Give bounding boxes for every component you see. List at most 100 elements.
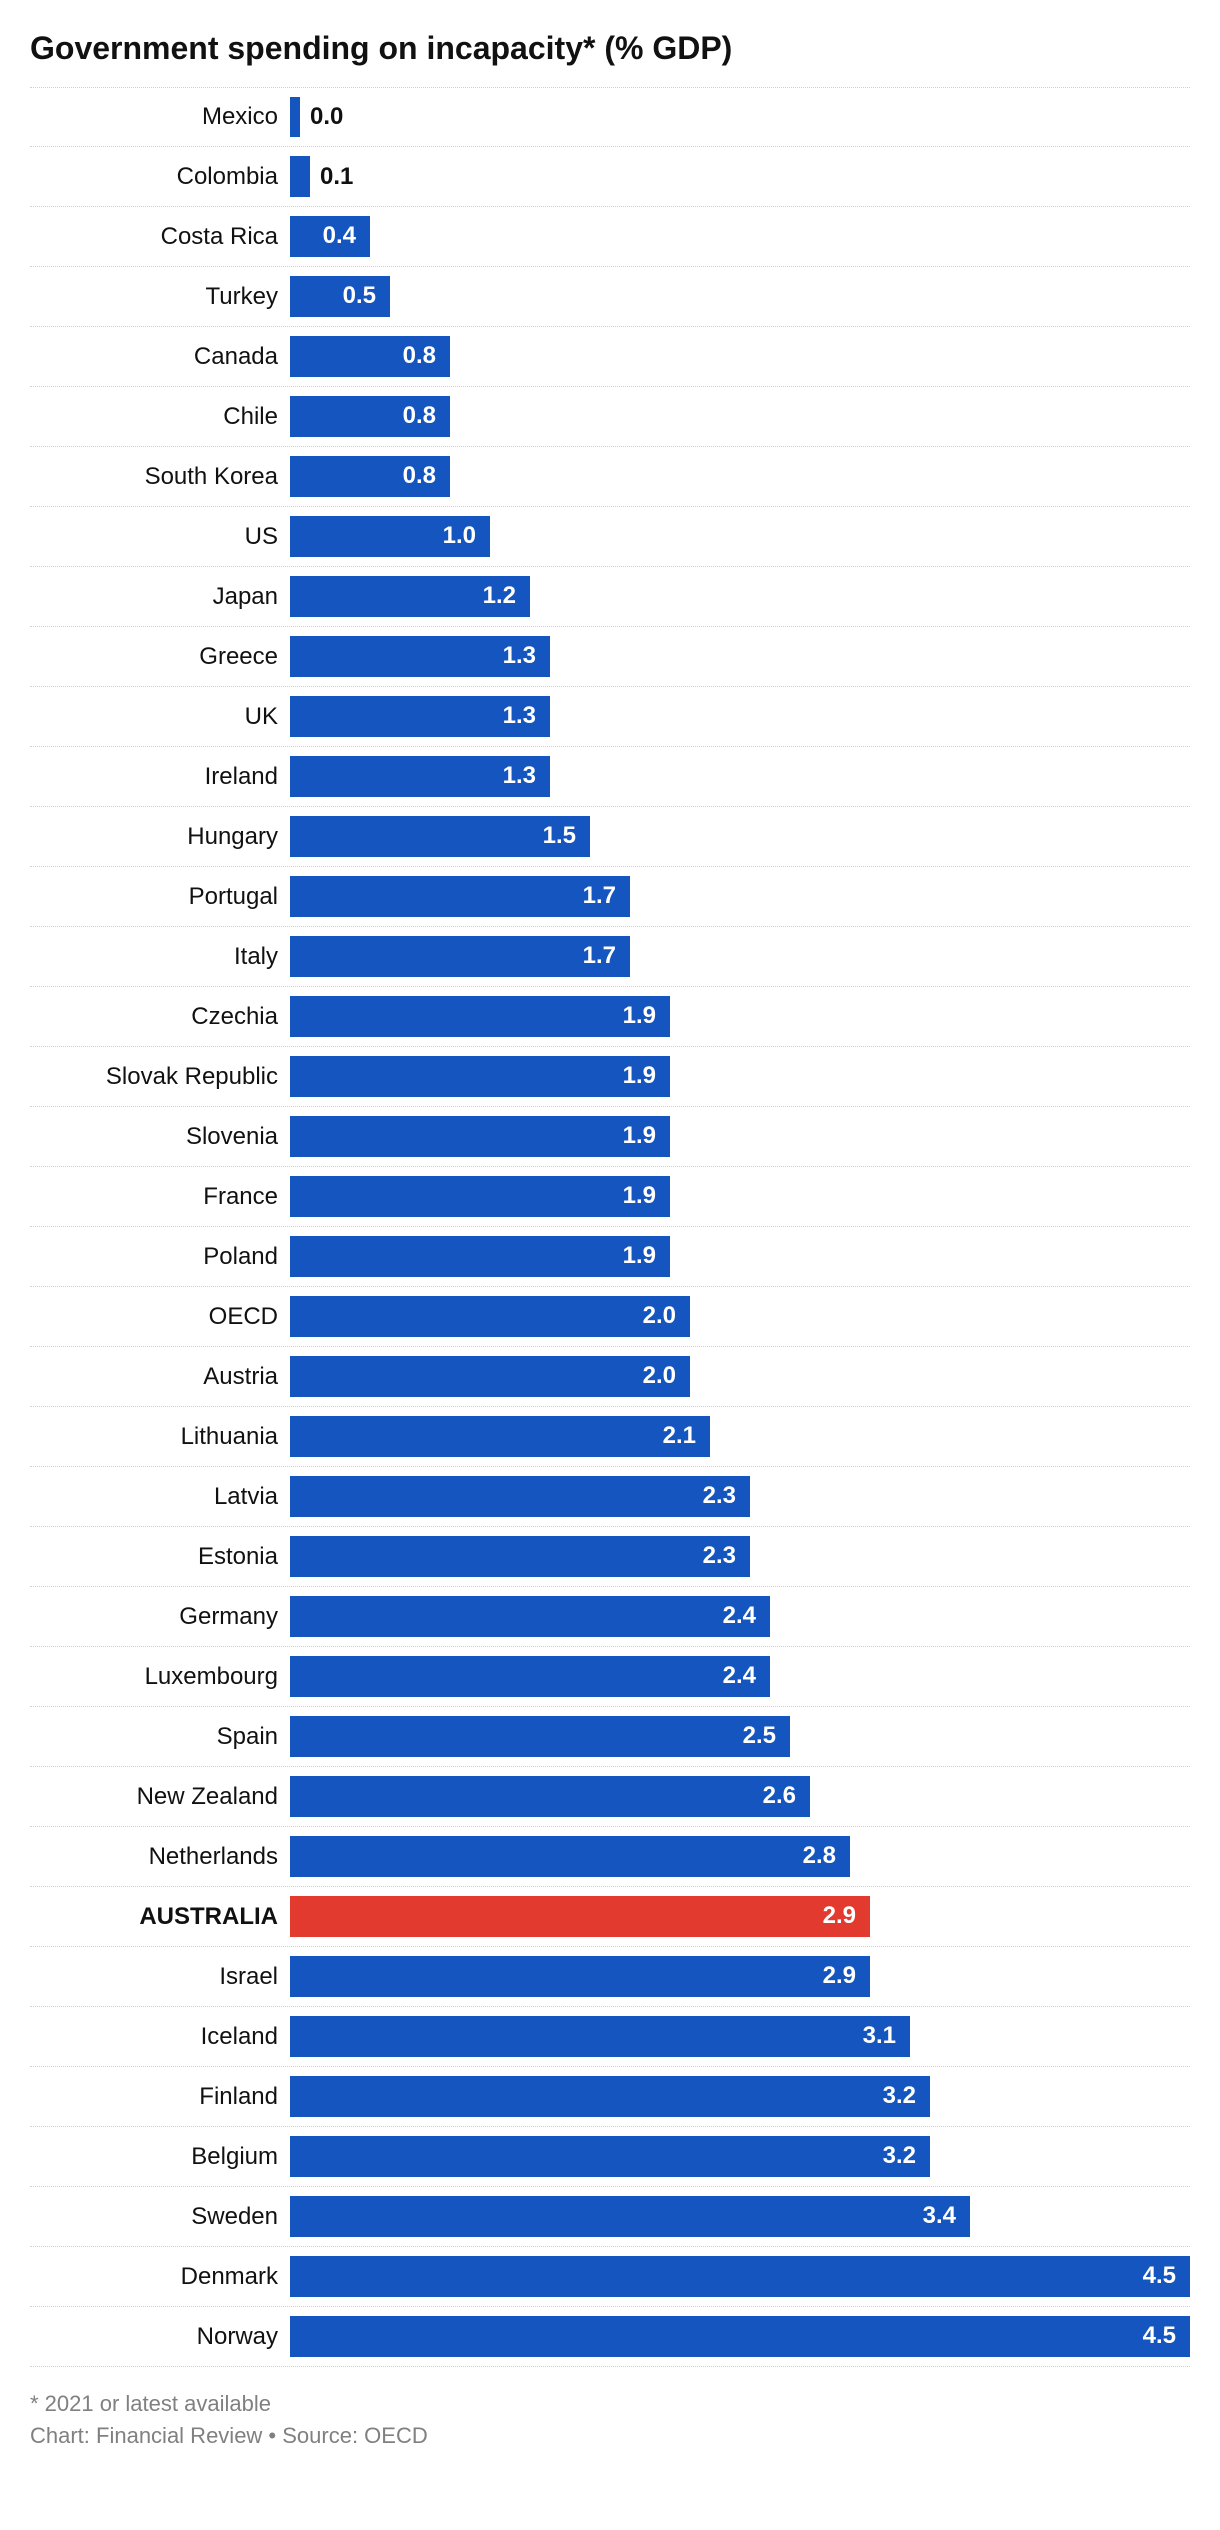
bar: 1.9	[290, 996, 670, 1037]
bar-row: Czechia1.9	[30, 987, 1190, 1047]
bar-track: 2.9	[290, 1947, 1190, 2006]
bar-label: Belgium	[30, 2127, 290, 2186]
bar-track: 3.1	[290, 2007, 1190, 2066]
bar-row: Japan1.2	[30, 567, 1190, 627]
bar-row: France1.9	[30, 1167, 1190, 1227]
bar: 1.3	[290, 636, 550, 677]
bar: 1.9	[290, 1116, 670, 1157]
bar-value: 3.1	[863, 2022, 896, 2050]
bar-label: Sweden	[30, 2187, 290, 2246]
bar-track: 0.5	[290, 267, 1190, 326]
bar-track: 2.4	[290, 1587, 1190, 1646]
bar: 1.2	[290, 576, 530, 617]
bar: 1.5	[290, 816, 590, 857]
bar-value: 0.1	[320, 163, 353, 191]
bar-row: Greece 1.3	[30, 627, 1190, 687]
bar-track: 4.5	[290, 2247, 1190, 2306]
bar-label: Israel	[30, 1947, 290, 2006]
bar-track: 4.5	[290, 2307, 1190, 2366]
bar: 2.6	[290, 1776, 810, 1817]
bar-track: 2.4	[290, 1647, 1190, 1706]
bar-track: 2.5	[290, 1707, 1190, 1766]
bar-label: France	[30, 1167, 290, 1226]
bar-value: 2.8	[803, 1842, 836, 1870]
bar: 2.3	[290, 1536, 750, 1577]
bar-value: 1.0	[443, 522, 476, 550]
bar-row: Norway 4.5	[30, 2307, 1190, 2367]
bar-label: South Korea	[30, 447, 290, 506]
bar: 0.8	[290, 456, 450, 497]
bar-value: 1.7	[583, 942, 616, 970]
bar: 4.5	[290, 2316, 1190, 2357]
bar-track: 2.3	[290, 1527, 1190, 1586]
bar-row: Chile0.8	[30, 387, 1190, 447]
bar-value: 3.4	[923, 2202, 956, 2230]
bar: 1.0	[290, 516, 490, 557]
bar-label: Latvia	[30, 1467, 290, 1526]
bar: 2.0	[290, 1356, 690, 1397]
bar-row: US1.0	[30, 507, 1190, 567]
bar-track: 2.6	[290, 1767, 1190, 1826]
bar-value: 3.2	[883, 2142, 916, 2170]
bar-value: 0.8	[403, 462, 436, 490]
bar-row: Colombia 0.1	[30, 147, 1190, 207]
bar-row: Iceland 3.1	[30, 2007, 1190, 2067]
bar	[290, 156, 310, 197]
bar: 1.9	[290, 1236, 670, 1277]
bar-track: 1.5	[290, 807, 1190, 866]
bar-label: Austria	[30, 1347, 290, 1406]
bar-label: Greece	[30, 627, 290, 686]
bar-row: Denmark4.5	[30, 2247, 1190, 2307]
bar-track: 3.4	[290, 2187, 1190, 2246]
bar-label: Czechia	[30, 987, 290, 1046]
bar-row: Finland3.2	[30, 2067, 1190, 2127]
bar-value: 2.3	[703, 1482, 736, 1510]
bar-label: OECD	[30, 1287, 290, 1346]
bar-label: Hungary	[30, 807, 290, 866]
bar-track: 1.9	[290, 987, 1190, 1046]
chart-source: Chart: Financial Review • Source: OECD	[30, 2423, 1190, 2449]
bar-track: 1.9	[290, 1227, 1190, 1286]
bar-row: Italy1.7	[30, 927, 1190, 987]
bar-value: 3.2	[883, 2082, 916, 2110]
bar-row: Slovak Republic1.9	[30, 1047, 1190, 1107]
bar-track: 1.0	[290, 507, 1190, 566]
bar-value: 1.3	[503, 642, 536, 670]
bar-value: 4.5	[1143, 2322, 1176, 2350]
bar: 0.8	[290, 396, 450, 437]
bar-label: Spain	[30, 1707, 290, 1766]
bar-row: New Zealand2.6	[30, 1767, 1190, 1827]
bar-track: 0.8	[290, 447, 1190, 506]
bar-label: Norway	[30, 2307, 290, 2366]
bar-value: 0.0	[310, 103, 343, 131]
bar-row: Turkey0.5	[30, 267, 1190, 327]
bar: 2.1	[290, 1416, 710, 1457]
bar: 1.7	[290, 876, 630, 917]
bar-row: Germany2.4	[30, 1587, 1190, 1647]
bar: 0.8	[290, 336, 450, 377]
bar-track: 3.2	[290, 2127, 1190, 2186]
bar: 3.2	[290, 2076, 930, 2117]
bar-value: 2.0	[643, 1362, 676, 1390]
bar: 3.4	[290, 2196, 970, 2237]
bar-row: Hungary1.5	[30, 807, 1190, 867]
bar: 2.3	[290, 1476, 750, 1517]
bar-row: Canada0.8	[30, 327, 1190, 387]
bar-value: 2.1	[663, 1422, 696, 1450]
bar-row: Slovenia1.9	[30, 1107, 1190, 1167]
bar-label: Portugal	[30, 867, 290, 926]
bar: 2.4	[290, 1596, 770, 1637]
bar: 2.0	[290, 1296, 690, 1337]
bar-row: Israel2.9	[30, 1947, 1190, 2007]
bar: 2.9	[290, 1896, 870, 1937]
bar-label: Chile	[30, 387, 290, 446]
bar-row: Ireland1.3	[30, 747, 1190, 807]
bar-track: 1.3	[290, 747, 1190, 806]
bar-label: Denmark	[30, 2247, 290, 2306]
bar-label: Colombia	[30, 147, 290, 206]
bar-label: Netherlands	[30, 1827, 290, 1886]
bar-value: 1.3	[503, 762, 536, 790]
bar-label: Iceland	[30, 2007, 290, 2066]
bar-track: 1.9	[290, 1167, 1190, 1226]
bar-row: Poland1.9	[30, 1227, 1190, 1287]
